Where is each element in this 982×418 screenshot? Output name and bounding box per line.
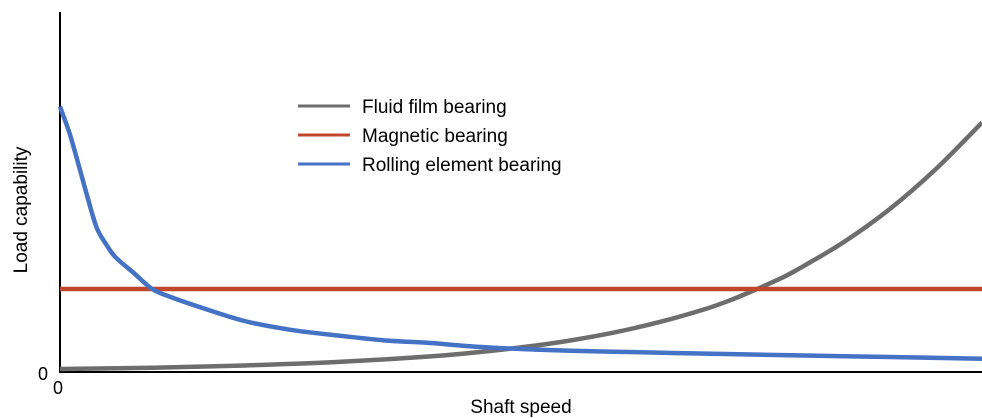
legend: Fluid film bearing Magnetic bearing Roll… xyxy=(298,97,562,176)
x-axis-label: Shaft speed xyxy=(470,397,571,418)
legend-label-rolling-element: Rolling element bearing xyxy=(362,155,562,176)
y-axis-label: Load capability xyxy=(11,146,32,273)
legend-label-magnetic: Magnetic bearing xyxy=(362,126,508,147)
y-tick-label: 0 xyxy=(38,364,48,384)
series-fluid-film-line xyxy=(59,121,982,372)
legend-label-fluid-film: Fluid film bearing xyxy=(362,97,507,118)
series-layer xyxy=(57,105,982,372)
x-tick-label: 0 xyxy=(53,378,63,398)
series-rolling-element-line xyxy=(57,105,982,362)
